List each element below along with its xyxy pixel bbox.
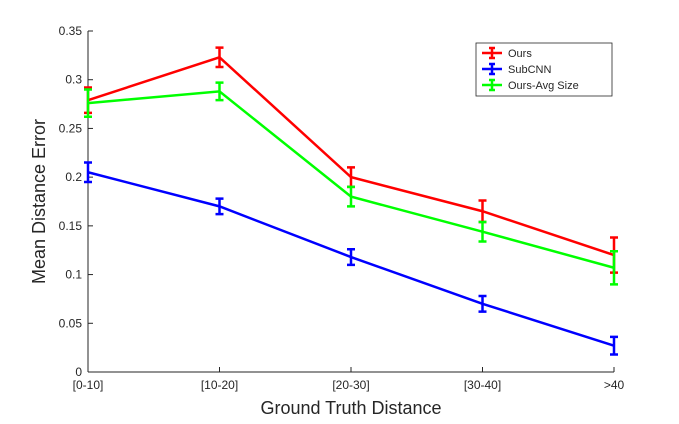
- y-tick-label: 0.1: [65, 268, 82, 282]
- y-tick-label: 0.35: [59, 24, 83, 38]
- x-tick-label: >40: [604, 378, 625, 392]
- y-tick-label: 0.15: [59, 219, 83, 233]
- legend-label: Ours: [508, 48, 532, 60]
- x-tick-label: [20-30]: [332, 378, 369, 392]
- y-tick-label: 0.25: [59, 121, 83, 135]
- y-axis-label: Mean Distance Error: [29, 119, 49, 284]
- x-tick-label: [0-10]: [73, 378, 104, 392]
- x-axis-label: Ground Truth Distance: [260, 398, 441, 418]
- x-tick-label: [10-20]: [201, 378, 238, 392]
- y-tick-label: 0.2: [65, 170, 82, 184]
- y-tick-label: 0.3: [65, 73, 82, 87]
- legend-label: Ours-Avg Size: [508, 80, 579, 92]
- x-tick-label: [30-40]: [464, 378, 501, 392]
- y-tick-label: 0: [75, 365, 82, 379]
- y-tick-label: 0.05: [59, 316, 83, 330]
- legend-label: SubCNN: [508, 64, 551, 76]
